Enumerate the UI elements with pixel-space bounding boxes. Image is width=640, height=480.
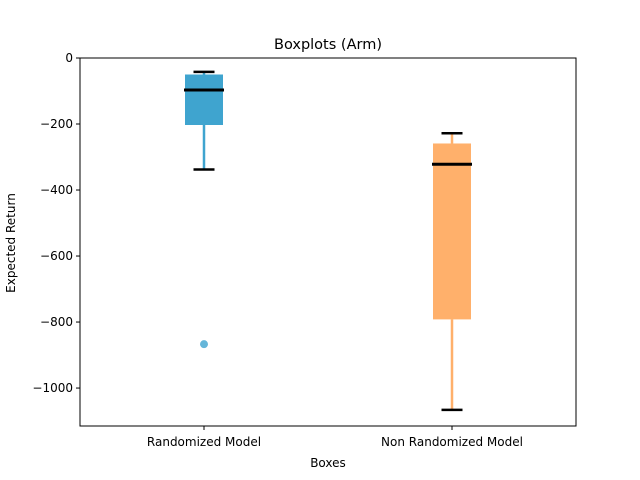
outlier-point (200, 340, 208, 349)
axes-group: 0 −200 −400 −600 −800 −1000 Randomized Model No… (32, 51, 577, 449)
box-iqr (185, 74, 223, 125)
box-iqr (433, 143, 471, 320)
x-axis-label: Boxes (310, 456, 346, 470)
axes-frame (79, 57, 577, 427)
y-tick-label: 0 (65, 51, 73, 65)
box-group-1 (184, 70, 224, 349)
y-tick-label: −400 (40, 183, 73, 197)
x-tick-label: Non Randomized Model (381, 435, 523, 449)
box-group-2 (432, 132, 472, 412)
plot-marks (184, 70, 472, 412)
y-axis-label: Expected Return (4, 193, 18, 293)
x-tick-label: Randomized Model (147, 435, 261, 449)
y-tick-label: −800 (40, 315, 73, 329)
y-tick-label: −200 (40, 117, 73, 131)
y-tick-label: −600 (40, 249, 73, 263)
y-tick-label: −1000 (32, 381, 73, 395)
chart-title: Boxplots (Arm) (274, 37, 382, 53)
